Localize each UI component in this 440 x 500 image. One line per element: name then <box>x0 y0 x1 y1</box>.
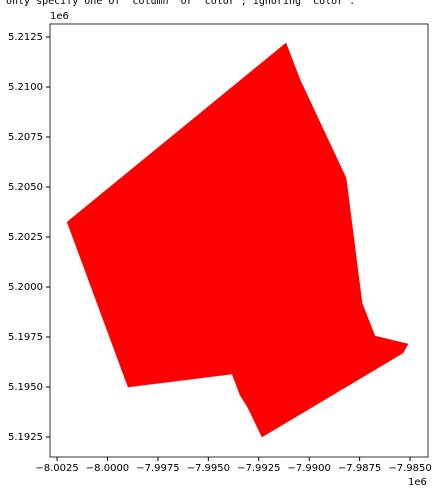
x-tick-label: −8.0000 <box>86 463 129 474</box>
y-tick-label: 5.1975 <box>8 332 43 343</box>
y-tick-label: 5.2025 <box>8 232 43 243</box>
x-tick-label: −7.9950 <box>187 463 230 474</box>
polygon <box>66 42 409 438</box>
plot-frame <box>49 23 429 458</box>
y-tick-label: 5.1925 <box>8 432 43 443</box>
x-tick-label: −7.9975 <box>136 463 179 474</box>
y-tick-label: 5.1950 <box>8 382 43 393</box>
x-tick-label: −7.9850 <box>388 463 431 474</box>
x-tick-label: −7.9900 <box>288 463 331 474</box>
y-tick-label: 5.2050 <box>8 182 43 193</box>
y-tick-label: 5.2000 <box>8 282 43 293</box>
warning-text: only specify one of `column` or `color`;… <box>6 0 355 7</box>
y-offset-label: 1e6 <box>50 11 69 22</box>
x-offset-label: 1e6 <box>408 477 427 488</box>
x-tick-label: −8.0025 <box>35 463 78 474</box>
x-tick-label: −7.9875 <box>338 463 381 474</box>
y-tick-label: 5.2075 <box>8 132 43 143</box>
y-tick-label: 5.2125 <box>8 32 43 43</box>
y-tick-label: 5.2100 <box>8 82 43 93</box>
x-tick-label: −7.9925 <box>237 463 280 474</box>
